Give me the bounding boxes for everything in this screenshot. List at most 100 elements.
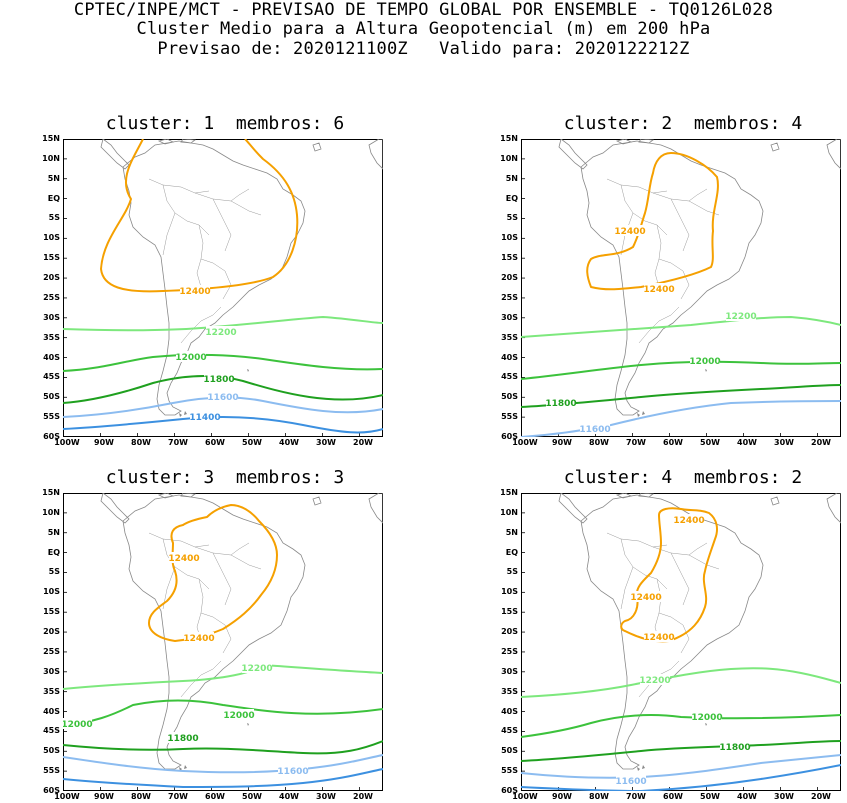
map-svg: 12400 12400 12200 12000 12000 11800 11600: [63, 493, 383, 791]
lat-label: 50S: [43, 746, 60, 756]
central-america-coast: [100, 493, 130, 524]
country-border: [670, 198, 690, 252]
contour-label-bg: [640, 674, 670, 685]
axis-ticks: [63, 493, 360, 791]
contour-label-bg: [206, 326, 236, 337]
land-outline: [100, 493, 383, 771]
contour-label-bg: [631, 591, 661, 602]
land-outline: [100, 139, 383, 417]
contour-12400: [100, 139, 299, 293]
lat-label: 40S: [43, 706, 60, 716]
lat-label: 10S: [43, 233, 60, 243]
lat-label: 55S: [43, 412, 60, 422]
header-line-2: Cluster Medio para a Altura Geopotencial…: [136, 19, 711, 39]
lat-label: 40S: [43, 352, 60, 362]
lat-label: 20S: [43, 273, 60, 283]
lon-label: 50W: [700, 792, 720, 801]
lat-label: 40S: [501, 352, 518, 362]
lon-label: 90W: [552, 792, 572, 801]
country-border: [200, 612, 232, 654]
map-svg: 12400 12400 12400 12200 12000 11800 11600: [521, 493, 841, 791]
lat-label: 10S: [501, 587, 518, 597]
lon-label: 70W: [168, 792, 188, 801]
panel-4-title: cluster: 4 membros: 2: [563, 467, 803, 488]
map-panel-cluster-2: 12400 12400 12200 12000 11800 11600: [521, 139, 841, 437]
contour-label: 12400: [168, 554, 199, 564]
lon-label: 20W: [353, 438, 373, 447]
lat-label: EQ: [505, 193, 518, 203]
contour-label-bg: [169, 552, 199, 563]
contour-label-bg: [674, 514, 704, 525]
lat-label: 15N: [500, 134, 518, 143]
contour-12000: [63, 699, 383, 726]
contour-label-bg: [208, 391, 238, 402]
lat-label: 5N: [505, 173, 518, 183]
contour-label-bg: [168, 732, 198, 743]
contour-label-bg: [190, 411, 220, 422]
contour-label: 12000: [691, 713, 722, 723]
contour-label: 11600: [207, 393, 238, 403]
south-america-coast: [122, 494, 306, 770]
lat-label: 15S: [43, 607, 60, 617]
contour-label: 11800: [545, 399, 576, 409]
map-frame: [63, 493, 383, 791]
country-border: [658, 612, 690, 654]
country-border: [162, 538, 210, 590]
lat-label: 15S: [501, 253, 518, 263]
caribbean-islands: [615, 493, 780, 506]
lat-label: EQ: [505, 547, 518, 557]
lon-label: 80W: [589, 438, 609, 447]
country-border: [620, 184, 668, 236]
contour-label: 12200: [639, 676, 670, 686]
contour-label-bg: [692, 711, 722, 722]
contour-label: 11600: [579, 425, 610, 435]
lat-label: EQ: [47, 547, 60, 557]
central-america-coast: [558, 493, 588, 524]
caribbean-islands: [157, 493, 322, 506]
country-border: [638, 306, 680, 344]
contour-12400: [586, 152, 719, 291]
central-america-coast: [100, 139, 130, 170]
lon-label: 40W: [737, 792, 757, 801]
country-border: [230, 200, 262, 216]
contour-label-bg: [690, 355, 720, 366]
lat-label: 35S: [43, 686, 60, 696]
contour-11600: [521, 754, 841, 779]
contour-label-bg: [580, 423, 610, 434]
lat-label: 35S: [501, 332, 518, 342]
contour-11600: [63, 754, 383, 774]
country-border: [212, 198, 232, 252]
lat-label: 45S: [43, 726, 60, 736]
lat-label: 60S: [501, 432, 518, 441]
caribbean-islands: [157, 139, 322, 152]
contour-label-bg: [176, 351, 206, 362]
lat-label: 50S: [501, 746, 518, 756]
country-border: [230, 554, 262, 570]
contour-label: 12400: [614, 227, 645, 237]
map-frame: [521, 139, 841, 437]
lon-label: 60W: [205, 792, 225, 801]
contour-12200: [63, 316, 383, 332]
contour-label: 11600: [615, 777, 646, 787]
contour-label-bg: [615, 225, 645, 236]
contour-label-bg: [184, 632, 214, 643]
lon-label: 60W: [663, 792, 683, 801]
contour-label: 12400: [630, 593, 661, 603]
axis-ticks: [63, 139, 360, 437]
lat-label: 15N: [42, 488, 60, 497]
lat-label: 25S: [43, 292, 60, 302]
panel-2-title: cluster: 2 membros: 4: [563, 113, 803, 134]
header-line-3: Previsao de: 2020121100Z Valido para: 20…: [157, 39, 690, 59]
africa-coast: [368, 139, 383, 170]
contour-12200: [63, 664, 383, 690]
lat-label: 45S: [501, 372, 518, 382]
lat-label: 25S: [43, 646, 60, 656]
lat-label: 60S: [43, 786, 60, 795]
country-border: [162, 184, 210, 236]
header-line-1: CPTEC/INPE/MCT - PREVISAO DE TEMPO GLOBA…: [73, 0, 774, 20]
lon-label: 50W: [700, 438, 720, 447]
lat-label: 10N: [500, 507, 518, 517]
contour-12400: [148, 504, 278, 642]
lat-label: 10N: [500, 153, 518, 163]
lat-label: EQ: [47, 193, 60, 203]
